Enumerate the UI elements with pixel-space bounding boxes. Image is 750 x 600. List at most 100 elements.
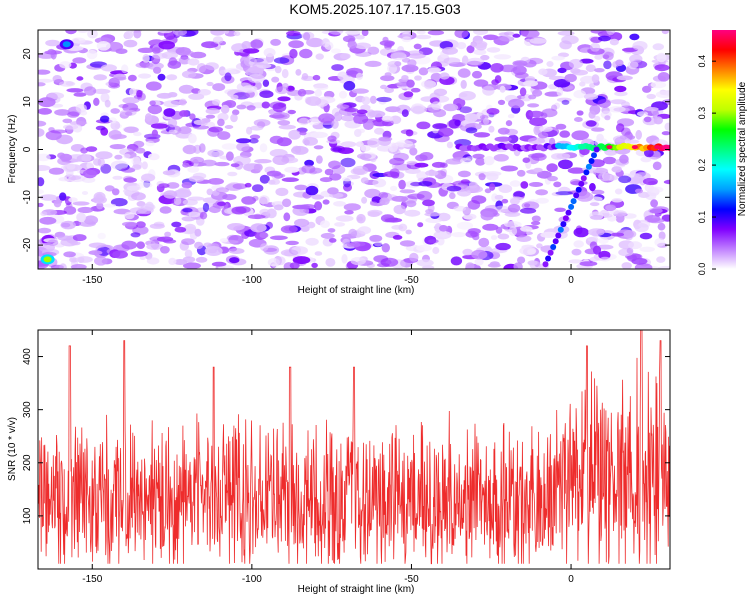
heatmap-cell <box>599 256 611 262</box>
heatmap-cell <box>148 153 160 161</box>
colorbar-gradient <box>712 30 736 269</box>
heatmap-cell <box>450 256 463 266</box>
heatmap-cell <box>289 48 298 59</box>
heatmap-cell <box>380 214 395 223</box>
heatmap-cell <box>75 256 93 263</box>
heatmap-cell <box>391 195 409 202</box>
heatmap-cell <box>311 194 325 200</box>
heatmap-cell <box>633 174 644 184</box>
heatmap-cell <box>456 221 474 230</box>
colorbar-tick-label: 0.4 <box>697 55 707 68</box>
heatmap-cell <box>381 115 394 122</box>
heatmap-cell <box>39 216 57 225</box>
heatmap-cell <box>661 131 670 136</box>
heatmap-cell <box>391 51 405 58</box>
heatmap-cell <box>579 261 598 267</box>
heatmap-cell <box>364 188 381 199</box>
heatmap-cell <box>553 181 562 188</box>
heatmap-cell <box>439 162 448 168</box>
heatmap-cell <box>250 39 263 49</box>
heatmap-cell <box>123 39 138 48</box>
heatmap-cell <box>59 263 67 269</box>
heatmap-cell <box>407 53 426 59</box>
heatmap-cell <box>204 246 223 256</box>
heatmap-cell <box>591 127 605 132</box>
heatmap-cell <box>368 110 386 118</box>
heatmap-cell <box>573 227 589 238</box>
heatmap-cell <box>232 183 248 190</box>
heatmap-cell <box>259 232 269 239</box>
heatmap-cell <box>465 230 478 238</box>
heatmap-cell <box>272 102 287 113</box>
heatmap-cell <box>412 106 425 115</box>
heatmap-cell <box>604 115 611 121</box>
heatmap-cell <box>372 178 387 188</box>
heatmap-cell <box>301 90 315 95</box>
heatmap-cell <box>414 75 422 81</box>
heatmap-cell <box>522 157 531 163</box>
heatmap-cell <box>114 154 123 160</box>
heatmap-cell <box>281 68 289 79</box>
heatmap-cell <box>508 226 518 236</box>
heatmap-cell <box>644 148 654 158</box>
heatmap-cell <box>414 162 429 168</box>
heatmap-cell <box>40 194 58 201</box>
heatmap-cell <box>181 216 196 222</box>
heatmap-cell <box>357 216 363 222</box>
heatmap-cell <box>76 76 84 81</box>
heatmap-cell <box>212 36 224 44</box>
heatmap-cell <box>612 135 628 143</box>
trace-mark <box>573 192 580 199</box>
heatmap-cell <box>442 47 458 55</box>
heatmap-cell <box>384 72 392 77</box>
heatmap-cell <box>110 108 120 114</box>
heatmap-cell <box>405 168 421 174</box>
heatmap-cell <box>130 250 148 257</box>
heatmap-cell <box>618 175 632 184</box>
heatmap-cell <box>589 202 600 207</box>
heatmap-cell <box>136 182 153 189</box>
heatmap-cell <box>361 96 371 105</box>
heatmap-cell <box>212 83 226 92</box>
heatmap-cell <box>395 140 414 148</box>
heatmap-cell <box>228 248 245 254</box>
heatmap-cell <box>654 238 666 247</box>
lower-left-blob-core <box>43 256 52 263</box>
heatmap-cell <box>460 79 467 89</box>
heatmap-cell <box>38 227 52 234</box>
heatmap-cell <box>168 57 178 66</box>
heatmap-cell <box>497 127 510 135</box>
heatmap-cell <box>343 203 361 211</box>
heatmap-cell <box>40 211 48 217</box>
heatmap-cell <box>318 113 335 124</box>
heatmap-cell <box>304 159 314 167</box>
heatmap-cell <box>487 263 501 268</box>
heatmap-cell <box>47 92 65 100</box>
heatmap-cell <box>328 238 337 243</box>
heatmap-cell <box>592 245 602 255</box>
heatmap-cell <box>528 110 544 118</box>
heatmap-cell <box>629 33 640 41</box>
heatmap-cell <box>609 38 619 46</box>
heatmap-cell <box>416 30 426 35</box>
heatmap-cell <box>571 248 582 256</box>
heatmap-cell <box>86 49 98 60</box>
heatmap-cell <box>261 101 270 109</box>
heatmap-cell <box>272 112 290 120</box>
heatmap-cell <box>453 205 467 212</box>
heatmap-cell <box>648 207 663 214</box>
heatmap-cell <box>59 192 67 201</box>
heatmap-cell <box>568 58 584 69</box>
heatmap-cell <box>146 62 164 70</box>
heatmap-cell <box>410 87 421 93</box>
heatmap-cell <box>193 125 209 130</box>
heatmap-cell <box>188 133 197 144</box>
heatmap-cell <box>498 184 513 193</box>
heatmap-cell <box>376 96 392 103</box>
heatmap-cell <box>314 89 323 97</box>
heatmap-cell <box>614 188 623 195</box>
heatmap-cell <box>621 262 632 269</box>
heatmap-cell <box>72 234 87 242</box>
trace-mark <box>547 249 554 256</box>
heatmap-cell <box>306 37 324 48</box>
